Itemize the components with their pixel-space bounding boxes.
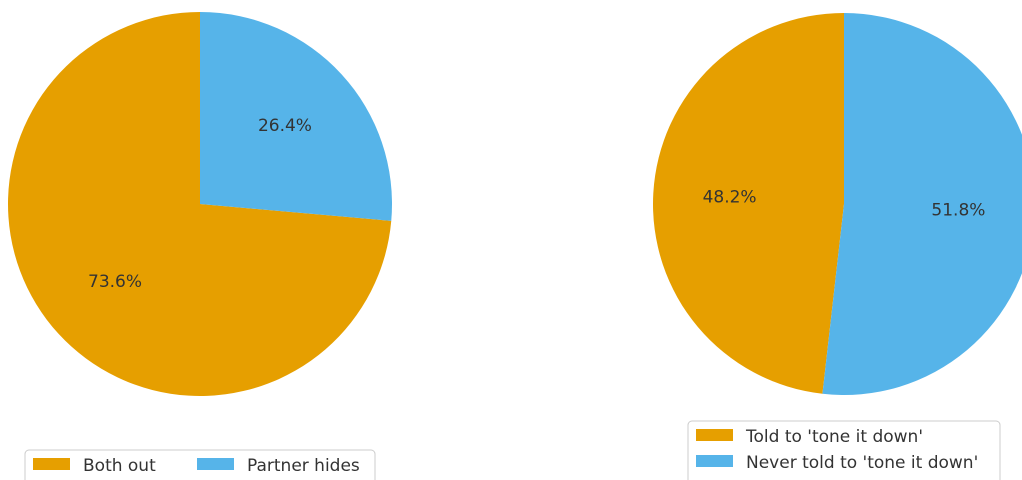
slice-label: 26.4%: [258, 116, 312, 136]
slice-label: 51.8%: [931, 200, 985, 220]
pie-slice: [822, 13, 1022, 395]
legend-box: [687, 420, 1001, 480]
pie-slice: [200, 12, 392, 221]
legend-swatch: [696, 429, 733, 441]
pie-slice: [653, 13, 844, 394]
legend-swatch: [33, 458, 70, 470]
legend-swatch: [696, 455, 733, 467]
legend-label: Never told to 'tone it down': [746, 453, 978, 473]
legend-swatch: [197, 458, 234, 470]
pie-slice: [8, 12, 392, 396]
legend-label: Partner hides: [247, 456, 360, 476]
slice-label: 73.6%: [88, 272, 142, 292]
legend-label: Both out: [83, 456, 156, 476]
legend-label: Told to 'tone it down': [745, 427, 923, 447]
slice-label: 48.2%: [703, 188, 757, 208]
